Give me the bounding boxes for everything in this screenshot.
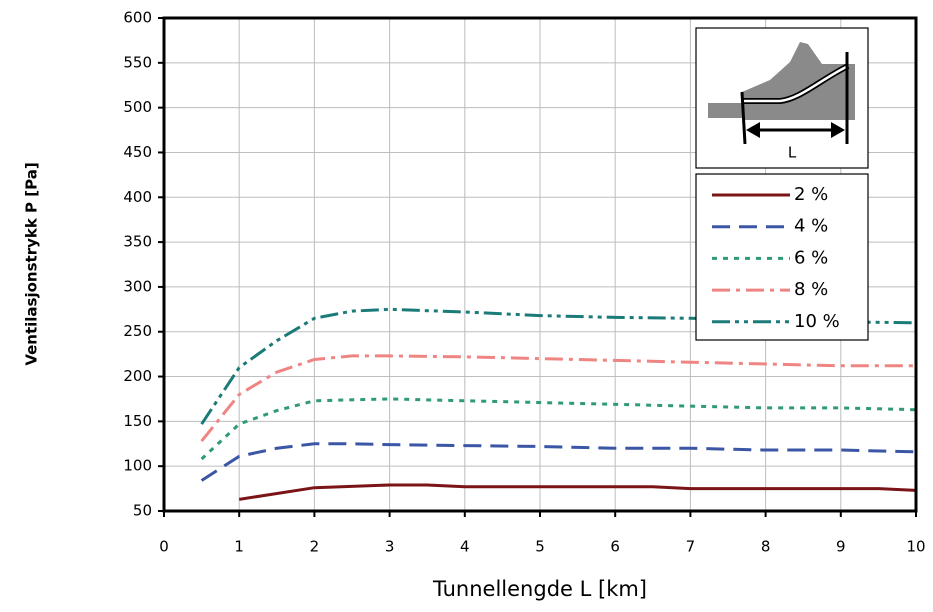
x-tick-label: 5 [535,538,545,556]
x-tick-label: 8 [761,538,771,556]
series-line [238,483,917,501]
x-tick-label: 1 [234,538,244,556]
y-tick-label: 300 [123,277,152,295]
y-axis-label: Ventilasjonstrykk P [Pa] [23,162,41,365]
y-tick-label: 200 [123,367,152,385]
series-line [200,397,917,461]
x-tick-label: 2 [310,538,320,556]
plot-border [162,16,918,513]
series-line [200,354,916,443]
y-tick-label: 100 [123,457,152,475]
x-tick-label: 9 [836,538,846,556]
y-tick-label: 600 [123,9,152,27]
y-tick-label: 550 [123,53,152,71]
y-tick-label: 150 [123,412,152,430]
x-tick-label: 4 [460,538,470,556]
legend-label: 8 % [794,279,828,300]
inset-end [740,91,747,145]
inset: L [695,27,869,169]
x-tick-label: 6 [610,538,620,556]
x-tick-label: 7 [686,538,696,556]
y-tick-label: 400 [123,188,152,206]
series-line [200,442,917,482]
y-tick-label: 450 [123,143,152,161]
x-tick-label: 3 [385,538,395,556]
legend-label: 6 % [794,247,828,268]
x-tick-label: 10 [906,538,925,556]
x-tick-label: 0 [159,538,169,556]
y-tick-label: 250 [123,322,152,340]
inset-label: L [788,144,797,162]
legend-label: 4 % [794,216,828,237]
y-tick-label: 350 [123,233,152,251]
inset-tunnel-inner [742,64,849,103]
legend-label: 10 % [794,311,840,332]
y-tick-label: 50 [133,502,152,520]
legend-label: 2 % [794,184,828,205]
y-tick-label: 500 [123,98,152,116]
x-axis-label: Tunnellengde L [km] [432,577,647,601]
